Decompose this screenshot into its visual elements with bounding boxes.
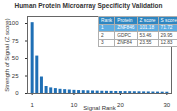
html-text:Human Protein Microarray Speci: Human Protein Microarray Specificity Val… xyxy=(14,2,163,9)
html-text:S score: S score xyxy=(160,17,177,23)
svg-text:50: 50 xyxy=(12,55,19,61)
html-text:Rank: Rank xyxy=(101,17,113,23)
html-text:71.72: 71.72 xyxy=(160,25,173,30)
html-text:Protein: Protein xyxy=(117,17,133,23)
html-text:ZNF846: ZNF846 xyxy=(117,25,135,30)
svg-text:20: 20 xyxy=(117,102,124,108)
html-text:Z score: Z score xyxy=(139,17,156,23)
html-text:1: 1 xyxy=(101,25,104,30)
svg-text:0: 0 xyxy=(15,90,19,96)
html-text:3: 3 xyxy=(101,40,104,45)
svg-text:Strength of Signal (Z score): Strength of Signal (Z score) xyxy=(4,18,10,91)
html-text:GDPC: GDPC xyxy=(117,32,132,38)
html-text:ZNF84: ZNF84 xyxy=(117,40,132,45)
svg-text:10: 10 xyxy=(71,102,78,108)
svg-text:75: 75 xyxy=(12,38,19,44)
html-text:29.95: 29.95 xyxy=(160,32,173,38)
html-text:12.83: 12.83 xyxy=(160,40,173,45)
svg-text:30: 30 xyxy=(164,102,171,108)
html-text:2: 2 xyxy=(101,32,104,38)
svg-text:25: 25 xyxy=(12,73,19,79)
html-text:23.55: 23.55 xyxy=(139,40,152,45)
svg-text:1: 1 xyxy=(30,102,34,108)
svg-text:Signal Rank: Signal Rank xyxy=(83,105,116,111)
html-text:53.46: 53.46 xyxy=(139,32,152,38)
html-text:101.18: 101.18 xyxy=(139,25,155,30)
svg-text:100: 100 xyxy=(8,20,19,26)
